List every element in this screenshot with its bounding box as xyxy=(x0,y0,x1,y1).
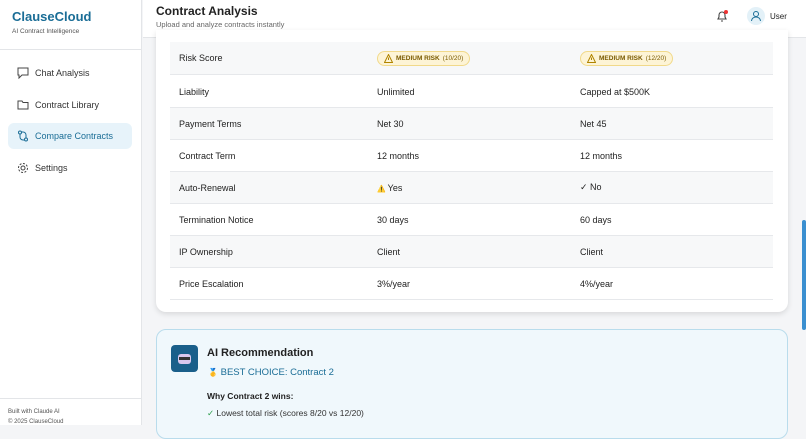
cell-value: Client xyxy=(377,247,400,257)
nav-item[interactable]: Compare Contracts xyxy=(8,123,132,149)
cell-value: Capped at $500K xyxy=(580,87,650,97)
table-row: Liability Unlimited Capped at $500K xyxy=(170,76,773,108)
warning-icon xyxy=(587,54,596,63)
warning-icon: ⚠️ xyxy=(377,185,388,193)
cell-text: Price Escalation xyxy=(179,278,244,289)
user-name[interactable]: User xyxy=(770,12,787,21)
notifications[interactable] xyxy=(715,9,729,23)
cell-text: Liability xyxy=(179,86,210,97)
cell-text: Capped at $500K xyxy=(580,86,651,97)
cell-text: 60 days xyxy=(580,214,612,225)
page-subtitle: Upload and analyze contracts instantly xyxy=(156,20,285,29)
cell-text: Payment Terms xyxy=(179,118,242,129)
tagline: AI Contract Intelligence xyxy=(12,28,80,35)
nav-item[interactable]: Settings xyxy=(8,155,132,181)
best-choice-text: BEST CHOICE: Contract 2 xyxy=(220,367,334,378)
row-label: IP Ownership xyxy=(179,247,233,257)
ai-icon xyxy=(171,345,198,372)
cell-value: ⚠️ Yes xyxy=(377,183,402,193)
badge-score: (10/20) xyxy=(442,54,464,62)
brand: ClauseCloud xyxy=(12,9,92,24)
reason-text: Lowest total risk (scores 8/20 vs 12/20) xyxy=(216,408,364,418)
cell-text: 3%/year xyxy=(377,278,411,289)
table-row: Price Escalation 3%/year 4%/year xyxy=(170,268,773,300)
table-row: Termination Notice 30 days 60 days xyxy=(170,204,773,236)
why-heading: Why Contract 2 wins: xyxy=(207,391,294,401)
row-label: Contract Term xyxy=(179,151,235,161)
cell-value: 4%/year xyxy=(580,279,613,289)
badge-score: (12/20) xyxy=(645,54,667,62)
best-choice: 🥇 BEST CHOICE: Contract 2 xyxy=(208,367,334,378)
row-label: Payment Terms xyxy=(179,119,241,129)
cell-text: Client xyxy=(377,246,401,257)
footer-text: © 2025 ClauseCloud xyxy=(8,419,64,425)
nav-icon xyxy=(17,100,29,109)
table-row: Payment Terms Net 30 Net 45 xyxy=(170,108,773,140)
row-label: Termination Notice xyxy=(179,215,254,225)
divider xyxy=(0,398,141,399)
table-row: Risk Score MEDIUM RISK (10/20) MEDIUM RISK(… xyxy=(170,42,773,75)
nav-icon xyxy=(17,67,29,79)
cell-text: Unlimited xyxy=(377,86,415,97)
divider xyxy=(0,49,141,50)
table-row: Auto-Renewal ⚠️ Yes ✓ No xyxy=(170,172,773,204)
nav-icon xyxy=(18,130,28,142)
cell-value: 12 months xyxy=(580,151,622,161)
nav-item[interactable]: Chat Analysis xyxy=(8,60,132,86)
cell-text: Contract Term xyxy=(179,150,236,161)
recommendation-card: AI Recommendation 🥇 BEST CHOICE: Contrac… xyxy=(156,329,788,439)
cell-text: IP Ownership xyxy=(179,246,233,257)
cell-text: 30 days xyxy=(377,214,409,225)
badge-text: MEDIUM RISK xyxy=(396,54,440,62)
page-title: Contract Analysis xyxy=(156,4,258,18)
cell-text: No xyxy=(590,182,602,192)
warning-icon xyxy=(384,54,393,63)
reason: ✓ Lowest total risk (scores 8/20 vs 12/2… xyxy=(207,408,364,419)
footer-text: Built with Claude AI xyxy=(8,409,60,415)
cell-text: 12 months xyxy=(377,150,420,161)
row-label: Liability xyxy=(179,87,209,97)
cell-text: 4%/year xyxy=(580,278,614,289)
scrollbar[interactable] xyxy=(802,220,806,330)
cell-value: ✓ No xyxy=(580,182,602,193)
nav-item[interactable]: Contract Library xyxy=(8,92,132,118)
table-row: IP Ownership Client Client xyxy=(170,236,773,268)
cell-text: Auto-Renewal xyxy=(179,182,236,193)
row-label: Risk Score xyxy=(179,53,223,63)
risk-badge: MEDIUM RISK (10/20) xyxy=(377,50,471,66)
cell-text: 12 months xyxy=(580,150,623,161)
cell-text: Net 45 xyxy=(580,118,607,129)
badge-text: MEDIUM RISK xyxy=(599,54,643,62)
cell-value: Unlimited xyxy=(377,87,415,97)
check-icon: ✓ xyxy=(207,408,217,418)
comparison-table: Risk Score MEDIUM RISK (10/20) MEDIUM RISK(… xyxy=(156,30,788,312)
cell-text: Client xyxy=(580,246,604,257)
cell-text: Net 30 xyxy=(377,118,404,129)
cell-value: Net 30 xyxy=(377,119,404,129)
cell-text: Yes xyxy=(387,182,403,193)
cell-value: 12 months xyxy=(377,151,419,161)
cell-value: 30 days xyxy=(377,215,409,225)
cell-value: 3%/year xyxy=(377,279,410,289)
sidebar: ClauseCloud AI Contract Intelligence Bui… xyxy=(0,0,142,425)
cell-text: Termination Notice xyxy=(179,214,254,225)
cell-value: Net 45 xyxy=(580,119,607,129)
table-row: Contract Term 12 months 12 months xyxy=(170,140,773,172)
avatar[interactable] xyxy=(747,7,765,25)
risk-badge: MEDIUM RISK (12/20) xyxy=(580,50,674,66)
check-icon: ✓ xyxy=(580,182,591,192)
row-label: Auto-Renewal xyxy=(179,183,236,193)
cell-value: 60 days xyxy=(580,215,612,225)
rec-title: AI Recommendation xyxy=(207,347,314,359)
row-label: Price Escalation xyxy=(179,279,244,289)
nav-icon xyxy=(18,162,28,173)
cell-value: Client xyxy=(580,247,603,257)
